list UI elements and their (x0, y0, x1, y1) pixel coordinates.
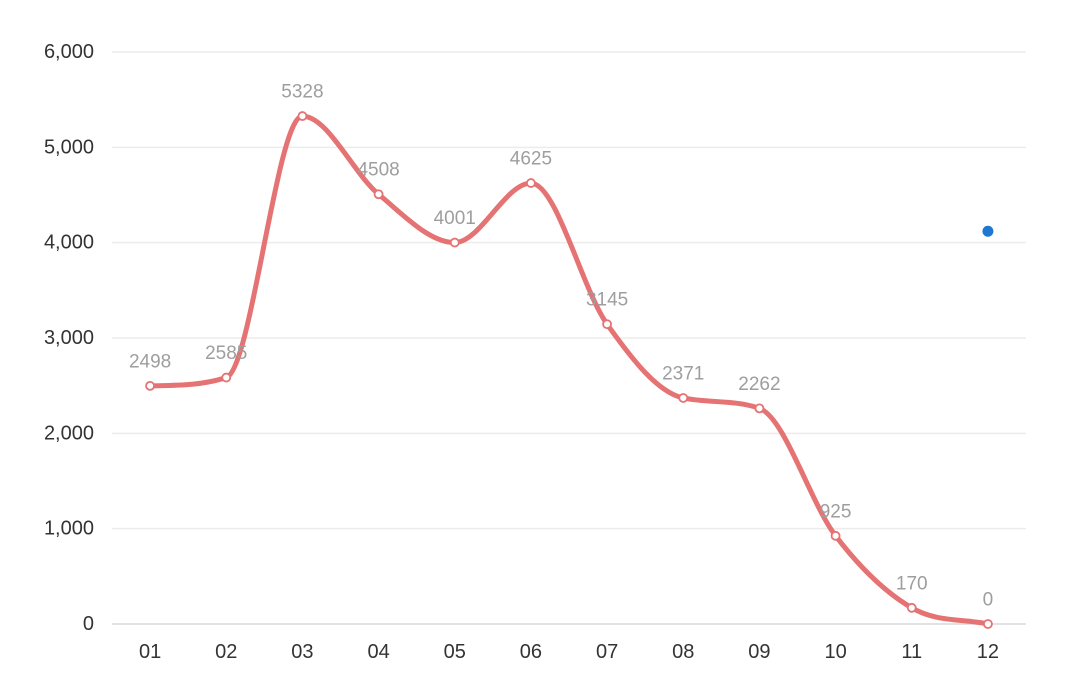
y-tick-label: 4,000 (44, 232, 94, 254)
x-axis: 01 02 03 04 05 06 07 08 09 10 11 12 (139, 641, 999, 663)
x-tick-label: 07 (596, 641, 618, 663)
data-label: 2585 (205, 343, 247, 364)
point-markers (145, 111, 993, 629)
y-tick-label: 5,000 (44, 136, 94, 158)
data-point[interactable] (145, 380, 155, 391)
data-point[interactable] (754, 403, 765, 414)
x-tick-label: 01 (139, 641, 161, 663)
y-tick-label: 1,000 (44, 518, 94, 540)
y-tick-label: 6,000 (44, 41, 94, 63)
data-point[interactable] (678, 393, 689, 403)
data-point[interactable] (983, 619, 993, 629)
data-point[interactable] (449, 237, 460, 248)
data-label: 170 (896, 573, 928, 594)
data-labels: 2498 2585 5328 4508 4001 4625 3145 2371 2262 925 1… (129, 82, 993, 611)
x-tick-label: 04 (367, 641, 389, 663)
data-label: 0 (983, 590, 994, 611)
y-tick-label: 2,000 (44, 422, 94, 444)
extra-points (982, 225, 994, 237)
x-tick-label: 09 (748, 641, 770, 663)
y-tick-label: 0 (83, 613, 94, 635)
series-line (147, 113, 991, 627)
data-label: 925 (820, 501, 852, 522)
grid-lines (112, 51, 1026, 625)
data-point[interactable] (830, 530, 841, 541)
data-label: 4001 (434, 208, 476, 229)
data-point[interactable] (221, 372, 232, 383)
data-label: 3145 (586, 290, 628, 311)
x-tick-label: 08 (672, 641, 694, 663)
data-point[interactable] (297, 111, 308, 121)
extra-data-point[interactable] (982, 225, 994, 237)
x-tick-label: 12 (977, 641, 999, 663)
data-label: 2371 (662, 363, 704, 384)
y-tick-label: 3,000 (44, 327, 94, 349)
x-tick-label: 06 (520, 641, 542, 663)
x-tick-label: 10 (824, 641, 846, 663)
data-label: 4625 (510, 149, 552, 170)
data-point[interactable] (602, 319, 612, 330)
data-label: 2262 (738, 374, 780, 395)
y-axis: 0 1,000 2,000 3,000 4,000 5,000 6,000 (44, 41, 94, 635)
x-tick-label: 02 (215, 641, 237, 663)
data-label: 2498 (129, 351, 171, 372)
x-tick-label: 11 (901, 641, 922, 663)
data-point[interactable] (906, 602, 917, 613)
data-label: 5328 (281, 82, 323, 103)
x-tick-label: 05 (444, 641, 466, 663)
data-label: 4508 (357, 160, 399, 181)
x-tick-label: 03 (291, 641, 313, 663)
data-point[interactable] (526, 178, 536, 188)
series-layer (147, 113, 991, 627)
data-point[interactable] (373, 189, 384, 200)
